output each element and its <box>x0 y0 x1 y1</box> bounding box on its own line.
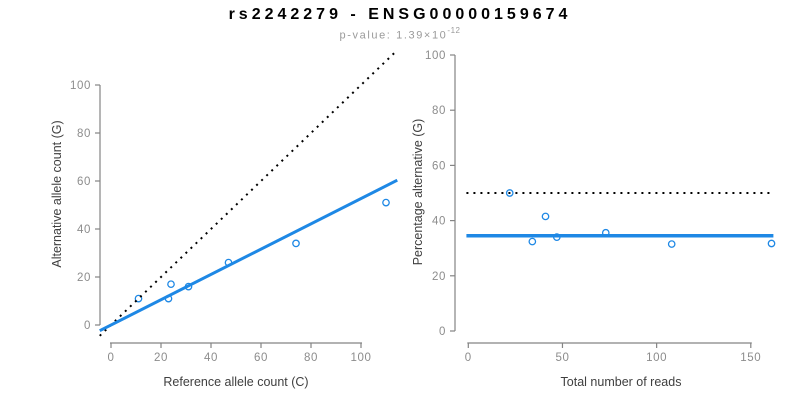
pvalue-label: p-value: <box>339 29 397 42</box>
x-tick-label: 100 <box>646 352 667 364</box>
y-tick-label: 20 <box>77 272 91 284</box>
x-tick-label: 150 <box>740 352 761 364</box>
x-tick-label: 0 <box>465 352 472 364</box>
data-point <box>541 212 550 221</box>
data-point <box>167 280 175 289</box>
x-tick-label: 80 <box>304 352 318 364</box>
fit-line <box>99 178 398 333</box>
left-y-axis-title: Alternative allele count (G) <box>50 120 64 268</box>
plot-subtitle: p-value: 1.39×10-12 <box>0 26 800 42</box>
pvalue-base: 1.39×10 <box>396 29 448 42</box>
data-point <box>505 189 514 197</box>
data-point <box>667 240 676 248</box>
right-y-axis-title: Percentage alternative (G) <box>411 118 425 266</box>
x-tick-label: 40 <box>204 352 218 364</box>
x-tick-label: 60 <box>254 352 268 364</box>
identity-line <box>99 49 398 337</box>
y-tick-label: 0 <box>439 326 446 338</box>
y-tick-label: 40 <box>432 216 446 228</box>
y-tick-label: 80 <box>432 105 446 117</box>
y-tick-label: 100 <box>425 50 446 62</box>
data-point <box>134 294 143 303</box>
data-point <box>528 237 537 246</box>
y-tick-label: 60 <box>432 160 446 172</box>
y-tick-label: 80 <box>77 128 91 140</box>
data-point <box>292 239 300 248</box>
y-tick-label: 40 <box>77 224 91 236</box>
left-x-axis-title: Reference allele count (C) <box>163 375 309 389</box>
left-plot: 0 20 40 60 80 100 0 20 40 60 80 100 <box>70 49 398 364</box>
pvalue-exponent: -12 <box>447 26 461 35</box>
right-x-axis-title: Total number of reads <box>560 375 682 389</box>
data-point <box>767 239 776 248</box>
y-tick-label: 60 <box>77 176 91 188</box>
right-plot: 0 20 40 60 80 100 0 50 100 150 <box>425 50 776 364</box>
plot-title: rs2242279 - ENSG00000159674 <box>228 6 572 23</box>
x-tick-label: 50 <box>555 352 569 364</box>
x-tick-label: 0 <box>108 352 115 364</box>
y-tick-label: 0 <box>84 320 91 332</box>
y-tick-label: 20 <box>432 271 446 283</box>
x-tick-label: 20 <box>154 352 168 364</box>
data-point <box>382 198 390 207</box>
y-tick-label: 100 <box>70 80 91 92</box>
x-tick-label: 100 <box>351 352 372 364</box>
